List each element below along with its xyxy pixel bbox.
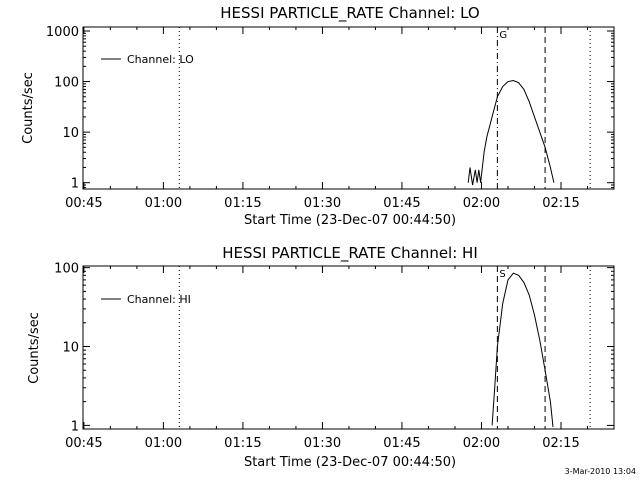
x-tick-label: 02:15 [542, 436, 579, 451]
x-tick-label: 02:00 [463, 436, 500, 451]
x-tick-label: 01:30 [304, 436, 341, 451]
series-line [467, 79, 555, 186]
x-tick-label: 02:00 [463, 196, 500, 211]
marker-label: S [499, 269, 505, 280]
x-tick-label: 02:15 [542, 196, 579, 211]
x-axis-title: Start Time (23-Dec-07 00:44:50) [244, 455, 456, 470]
x-tick-label: 01:00 [145, 196, 182, 211]
y-tick-label: 100 [54, 262, 79, 277]
plot-marks: 00:45 01:00 01:15 01:30 01:45 02:00 02:15 1 10 10… [54, 262, 615, 451]
y-tick-label: 10 [62, 341, 79, 356]
x-tick-label: 00:45 [65, 436, 102, 451]
x-tick-label: 01:45 [383, 196, 420, 211]
x-tick-label: 01:15 [224, 196, 261, 211]
y-tick-label: 10 [62, 126, 79, 141]
x-tick-label: 00:45 [65, 196, 102, 211]
panel-title: HESSI PARTICLE_RATE Channel: HI [222, 244, 478, 263]
plot-frame [82, 26, 615, 190]
legend-label: Channel: LO [127, 53, 194, 66]
x-tick-label: 01:45 [383, 436, 420, 451]
y-tick-label: 1000 [46, 25, 79, 40]
y-tick-label: 1 [71, 177, 79, 192]
plot-timestamp: 3-Mar-2010 13:04 [565, 467, 636, 476]
plot-frame [82, 265, 615, 430]
y-tick-label: 100 [54, 76, 79, 91]
y-axis-title: Counts/sec [21, 72, 36, 144]
x-tick-label: 01:00 [145, 436, 182, 451]
x-tick-label: 01:15 [224, 436, 261, 451]
marker-label: G [499, 30, 507, 41]
panel-title: HESSI PARTICLE_RATE Channel: LO [220, 4, 479, 23]
y-tick-label: 1 [71, 419, 79, 434]
x-axis-title: Start Time (23-Dec-07 00:44:50) [244, 213, 456, 228]
x-tick-label: 01:30 [304, 196, 341, 211]
series-line [491, 272, 554, 428]
legend-label: Channel: HI [127, 293, 191, 306]
y-axis-title: Counts/sec [27, 312, 42, 384]
plot-marks: 00:45 01:00 01:15 01:30 01:45 02:00 02:15 1 10 10… [46, 25, 615, 211]
lo-channel-panel: HESSI PARTICLE_RATE Channel: LO Start Ti… [21, 4, 615, 228]
hi-channel-panel: HESSI PARTICLE_RATE Channel: HI Start Ti… [27, 244, 615, 470]
